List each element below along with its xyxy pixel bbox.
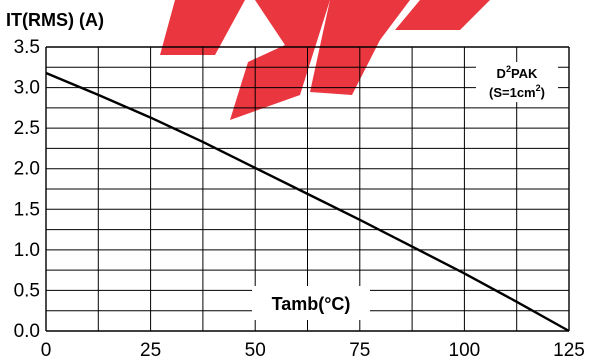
x-tick-label: 75 bbox=[349, 340, 370, 361]
grid bbox=[45, 46, 570, 332]
annotation-surface-main: (S=1cm bbox=[489, 85, 536, 100]
annotation-package-sup: 2 bbox=[506, 64, 511, 74]
y-tick-label: 3.0 bbox=[14, 78, 40, 99]
watermark-shape-1 bbox=[230, 0, 330, 120]
x-tick-labels: 0 25 50 75 100 125 bbox=[41, 340, 585, 361]
x-tick-label: 50 bbox=[245, 340, 266, 361]
y-tick-label: 1.0 bbox=[14, 240, 40, 261]
annotation-surface: (S=1cm2) bbox=[489, 83, 545, 100]
watermark-shape-0 bbox=[160, 0, 245, 55]
y-tick-label: 1.5 bbox=[14, 199, 40, 220]
y-tick-label: 2.5 bbox=[14, 118, 40, 139]
x-tick-label: 0 bbox=[41, 340, 52, 361]
y-tick-label: 3.5 bbox=[14, 37, 40, 58]
series-line-0 bbox=[45, 71, 570, 333]
x-tick-label: 125 bbox=[553, 340, 585, 361]
series-layer bbox=[45, 71, 570, 333]
y-tick-label: 2.0 bbox=[14, 159, 40, 180]
annotation-box bbox=[476, 62, 558, 102]
annotation-surface-close: ) bbox=[541, 85, 545, 100]
x-tick-label: 100 bbox=[449, 340, 481, 361]
watermark-shape-3 bbox=[395, 0, 490, 30]
y-tick-label: 0.0 bbox=[14, 321, 40, 342]
x-axis-title: Tamb(°C) bbox=[272, 294, 351, 314]
annotation-surface-sup: 2 bbox=[536, 83, 541, 93]
annotation-package-main: PAK bbox=[511, 66, 538, 81]
y-axis-title: IT(RMS) (A) bbox=[6, 10, 104, 30]
y-tick-label: 0.5 bbox=[14, 280, 40, 301]
annotation-package: D2PAK bbox=[497, 64, 539, 81]
x-axis-title-box bbox=[252, 286, 370, 320]
x-tick-label: 25 bbox=[140, 340, 161, 361]
y-tick-labels: 0.0 0.5 1.0 1.5 2.0 2.5 3.0 3.5 bbox=[14, 37, 40, 342]
watermark-logo bbox=[160, 0, 490, 120]
annotation-package-prefix: D bbox=[497, 66, 506, 81]
